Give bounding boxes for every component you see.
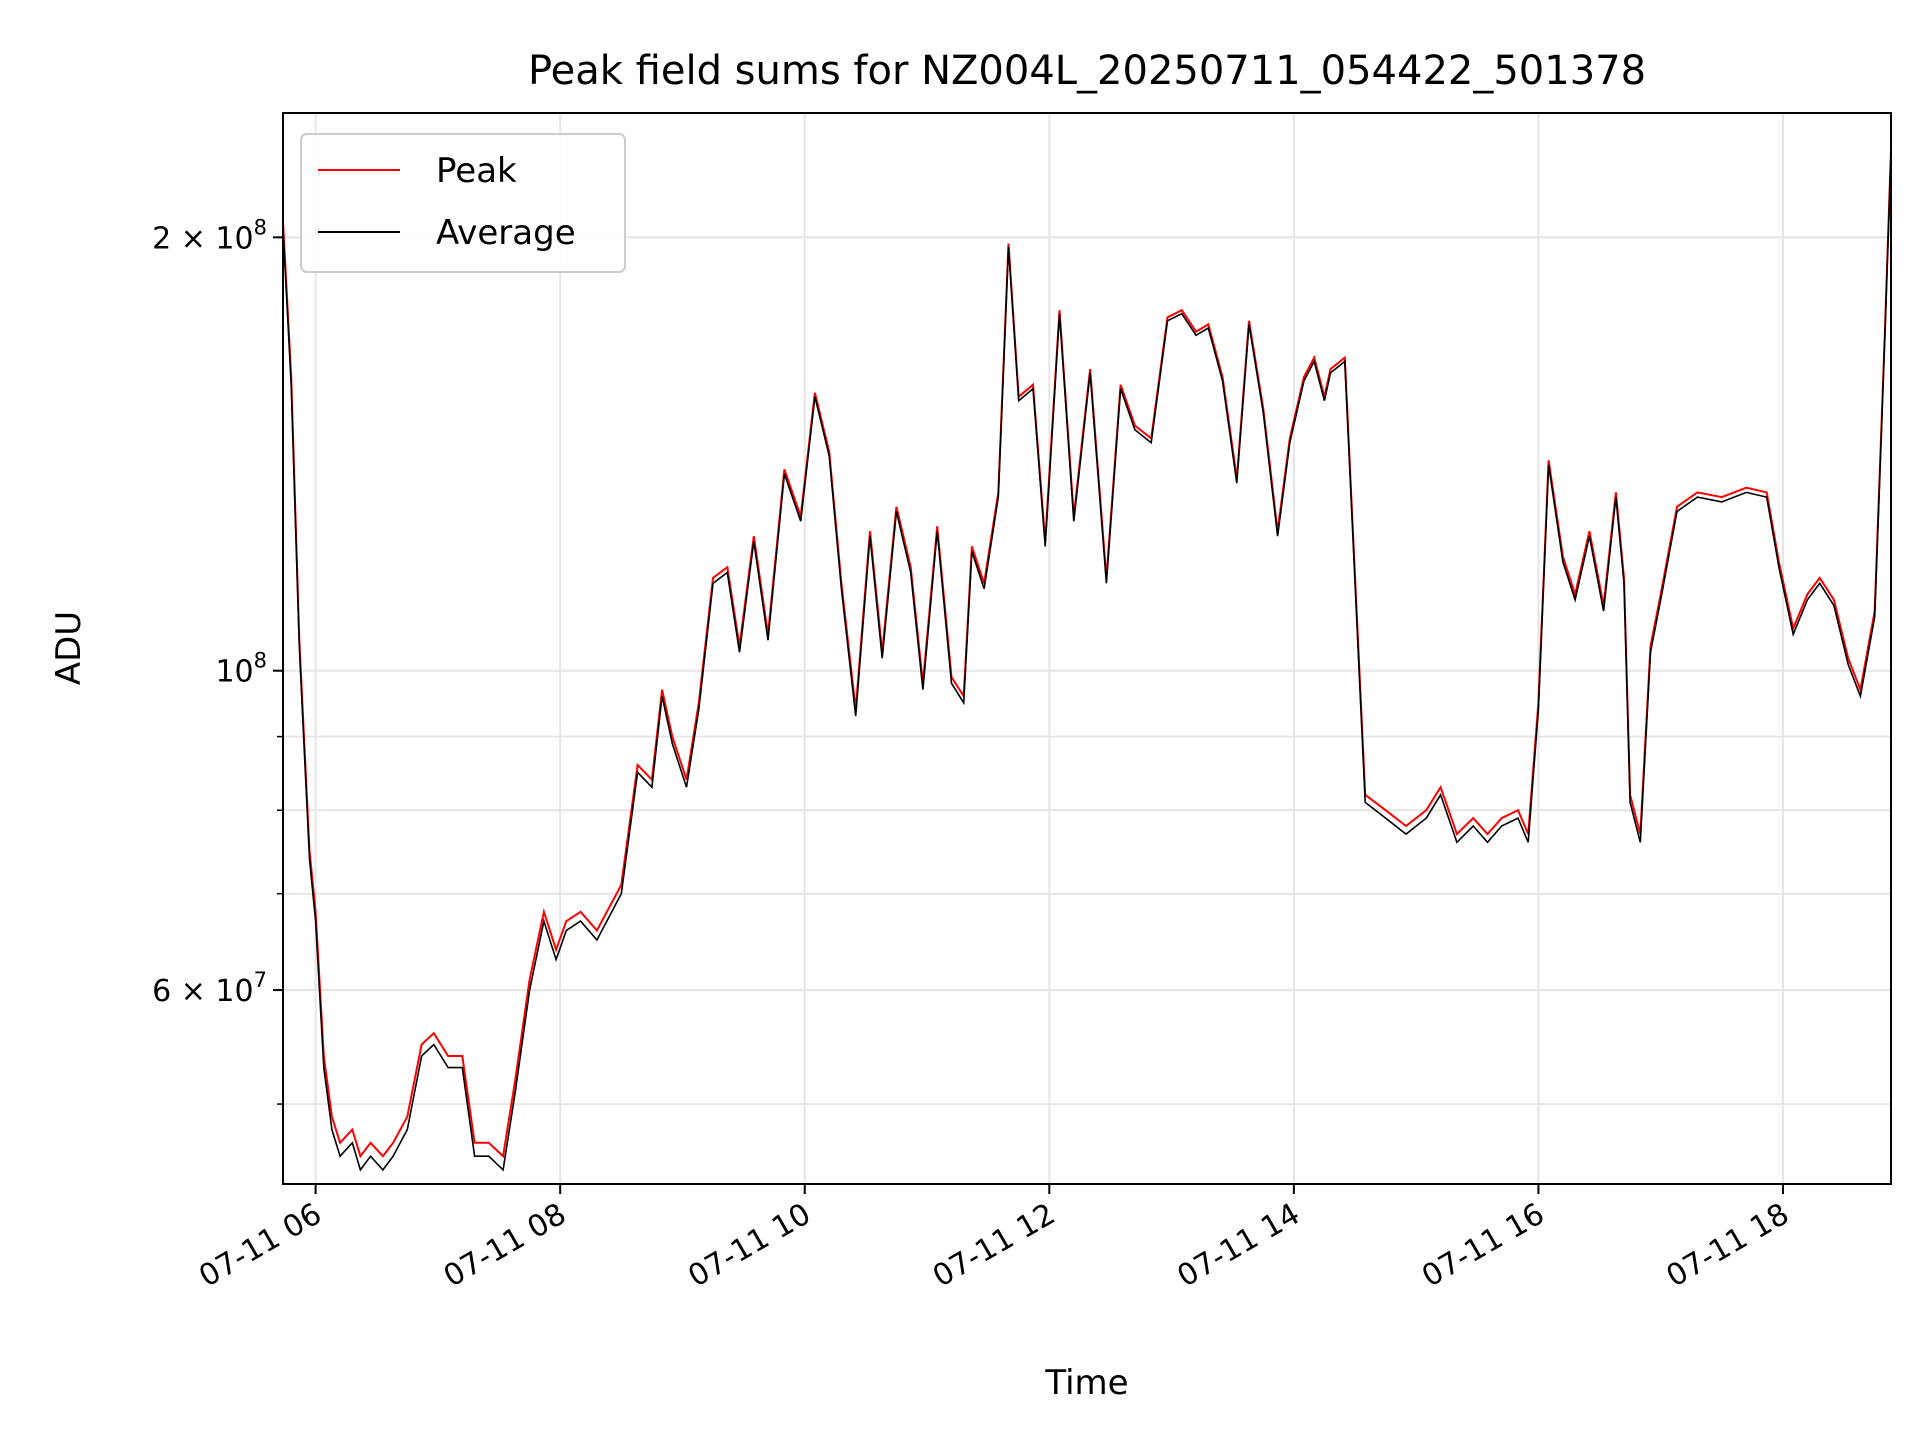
x-tick-label: 07-11 16 [1416,1197,1550,1295]
x-axis: 07-11 06 07-11 08 07-11 10 07-11 12 07-11 14… [193,1184,1795,1294]
y-axis-label: ADU [49,611,89,685]
x-tick-label: 07-11 08 [438,1197,572,1295]
legend-box [300,133,626,273]
x-tick-label: 07-11 10 [682,1197,816,1295]
x-axis-label: Time [1044,1363,1128,1403]
legend: Peak Average [300,133,626,273]
y-tick-label: 108 [215,649,267,690]
x-tick-label: 07-11 18 [1661,1197,1795,1295]
y-tick-label: 2 × 108 [152,215,267,256]
plot-lines [282,149,1892,1172]
y-tick-label: 6 × 107 [152,968,267,1009]
x-tick-label: 07-11 14 [1172,1197,1306,1295]
chart-title: Peak field sums for NZ004L_20250711_0544… [528,48,1646,94]
legend-label-average: Average [436,213,576,253]
plot-frame [282,112,1892,1185]
legend-label-peak: Peak [436,151,517,191]
y-axis: 2 × 108 108 6 × 107 [152,215,283,1105]
grid [283,113,1891,1184]
series-line-average [282,152,1892,1172]
x-tick-label: 07-11 06 [193,1197,327,1295]
x-tick-label: 07-11 12 [927,1197,1061,1295]
